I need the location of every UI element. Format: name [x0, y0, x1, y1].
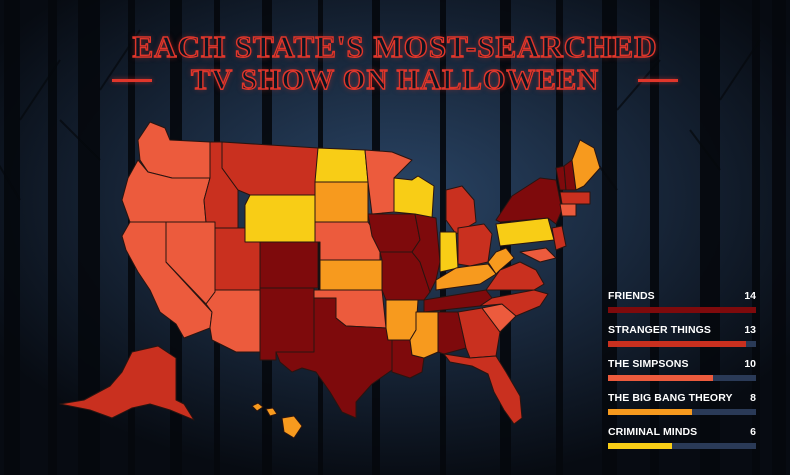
- state-in: [439, 231, 459, 273]
- state-mt: [221, 141, 319, 196]
- legend-bar-fill: [608, 375, 714, 381]
- legend-bar-track: [608, 409, 756, 415]
- legend-item-big-bang-theory: THE BIG BANG THEORY 8: [608, 392, 756, 426]
- legend-bar-fill: [608, 409, 693, 415]
- state-co: [259, 241, 319, 289]
- state-wa: [137, 121, 211, 179]
- legend-item-stranger-things: STRANGER THINGS 13: [608, 324, 756, 358]
- state-wv: [487, 247, 515, 275]
- state-mi: [445, 185, 477, 235]
- legend-label: CRIMINAL MINDS: [608, 426, 698, 438]
- state-ny: [495, 177, 563, 225]
- title-line-2: TV Show on Halloween: [190, 63, 600, 96]
- state-ct: [559, 203, 577, 217]
- state-nc: [479, 289, 549, 317]
- state-hi: [251, 402, 303, 439]
- title-line-1: Each State's Most-Searched: [132, 29, 658, 64]
- legend-label: FRIENDS: [608, 290, 655, 302]
- state-ks: [319, 259, 383, 291]
- state-oh: [457, 223, 493, 267]
- legend-count: 6: [750, 426, 756, 438]
- title-block: Each State's Most-Searched TV Show on Ha…: [0, 29, 790, 97]
- state-il: [411, 213, 441, 293]
- legend-label: THE SIMPSONS: [608, 358, 689, 370]
- state-az: [205, 289, 261, 353]
- state-me: [571, 139, 601, 191]
- state-md: [519, 247, 557, 263]
- legend-label: STRANGER THINGS: [608, 324, 712, 336]
- state-ma: [559, 191, 591, 205]
- state-tx: [275, 297, 393, 419]
- legend-bar-track: [608, 443, 756, 449]
- legend-bar-track: [608, 375, 756, 381]
- legend-bar-track: [608, 341, 756, 347]
- state-ak: [59, 345, 195, 421]
- legend-count: 10: [744, 358, 756, 370]
- state-sd: [314, 181, 369, 223]
- title-rule-left: [112, 79, 152, 82]
- state-ky: [435, 263, 497, 291]
- state-nj: [551, 225, 567, 251]
- legend-item-criminal-minds: CRIMINAL MINDS 6: [608, 426, 756, 460]
- legend-count: 14: [744, 290, 756, 302]
- legend-count: 13: [744, 324, 756, 336]
- title-rule-right: [638, 79, 678, 82]
- legend-count: 8: [750, 392, 756, 404]
- legend-label: THE BIG BANG THEORY: [608, 392, 733, 404]
- state-nm: [259, 287, 315, 361]
- state-al: [437, 311, 467, 355]
- legend-bar-track: [608, 307, 756, 313]
- state-fl: [443, 353, 523, 425]
- legend-item-the-simpsons: THE SIMPSONS 10: [608, 358, 756, 392]
- state-pa: [495, 217, 555, 247]
- legend-bar-fill: [608, 307, 756, 313]
- legend: FRIENDS 14 STRANGER THINGS 13 THE SIMPSO…: [608, 290, 756, 460]
- legend-item-friends: FRIENDS 14: [608, 290, 756, 324]
- legend-bar-fill: [608, 443, 672, 449]
- state-nd: [314, 147, 369, 183]
- legend-bar-fill: [608, 341, 746, 347]
- state-wy: [244, 194, 316, 243]
